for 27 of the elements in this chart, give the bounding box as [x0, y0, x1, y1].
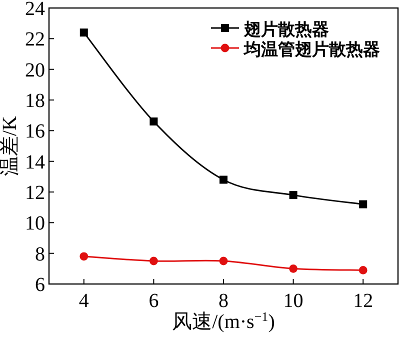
y-tick-label: 8 — [35, 243, 45, 266]
x-tick-label: 12 — [353, 290, 374, 312]
y-tick-label: 6 — [35, 274, 45, 296]
point — [359, 200, 368, 208]
y-tick-label: 10 — [25, 212, 45, 235]
point — [219, 256, 228, 266]
y-tick-label: 20 — [25, 59, 45, 82]
x-tick-label: 6 — [148, 290, 159, 312]
point — [150, 256, 158, 266]
point — [220, 176, 228, 184]
y-tick-label: 14 — [25, 151, 45, 174]
x-tick-label: 4 — [78, 290, 89, 312]
y-axis-title: 温差/K — [0, 115, 21, 176]
point — [80, 28, 88, 37]
y-tick-label: 16 — [25, 120, 45, 143]
y-tick-label: 24 — [25, 0, 45, 20]
y-tick-label: 12 — [25, 182, 45, 204]
point — [289, 191, 298, 200]
point — [80, 252, 88, 261]
legend-label: 翅片散热器 — [243, 20, 329, 39]
x-tick-label: 10 — [283, 290, 304, 312]
y-tick-label: 22 — [25, 28, 45, 51]
point — [358, 266, 368, 274]
y-tick-label: 18 — [25, 90, 45, 112]
point — [289, 264, 298, 273]
legend-label: 均温管翅片散热器 — [243, 40, 380, 59]
point — [150, 117, 158, 126]
